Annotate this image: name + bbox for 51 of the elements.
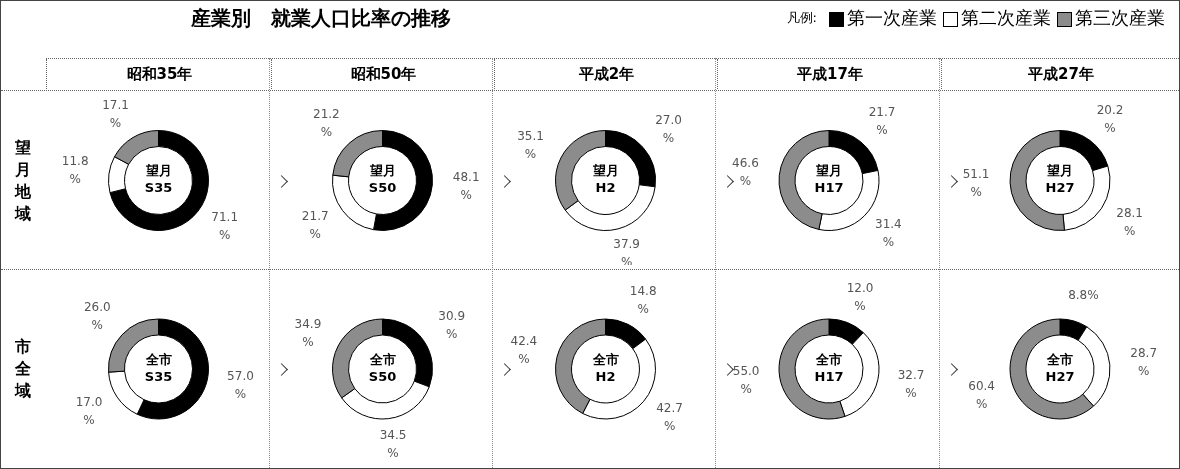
data-label: 48.1 % <box>452 170 480 203</box>
data-label: 35.1 % <box>517 129 544 162</box>
data-label: 12.0 % <box>846 281 874 314</box>
text: 望月 H17 <box>814 163 844 196</box>
text: 市全域 <box>15 336 31 402</box>
data-label: 17.1 % <box>102 98 129 131</box>
data-label: 71.1 % <box>211 210 239 243</box>
data-label: 57.0 % <box>227 368 254 401</box>
data-label: 60.4 % <box>968 379 995 412</box>
data-label: 34.5 % <box>379 427 407 460</box>
data-label: 42.4 % <box>510 334 538 367</box>
text: 望月 S35 <box>144 163 173 196</box>
text: 全市 S50 <box>368 351 397 384</box>
data-label: 28.1 % <box>1116 206 1143 239</box>
text: 産業別 就業人口比率の推移 <box>190 5 452 32</box>
text: 平成2年 <box>494 59 718 89</box>
text: 望月 H27 <box>1045 163 1075 196</box>
text: 全市 S35 <box>144 351 173 384</box>
text: 昭和35年 <box>46 59 272 89</box>
data-label: 42.7 % <box>656 401 683 434</box>
text: 望月地域 <box>15 136 31 225</box>
data-label: 28.7 % <box>1130 345 1158 378</box>
text: 凡例: <box>786 10 817 25</box>
legend-label: 第二次産業 <box>961 7 1051 28</box>
data-label: 34.9 % <box>294 317 322 350</box>
text: 昭和50年 <box>271 59 495 89</box>
data-label: 11.8 % <box>61 154 89 187</box>
text: 望月 H2 <box>591 163 619 196</box>
data-label: 32.7 % <box>897 368 925 401</box>
legend-label: 第三次産業 <box>1075 7 1165 28</box>
data-label: 26.0 % <box>83 300 111 333</box>
text: 全市 H2 <box>591 351 619 384</box>
data-label: 31.4 % <box>874 217 902 250</box>
legend-label: 第一次産業 <box>847 7 937 28</box>
data-label: 55.0 % <box>732 364 760 397</box>
text: 平成27年 <box>941 59 1180 89</box>
data-label: 27.0 % <box>655 113 682 146</box>
data-label: 46.6 % <box>732 155 759 188</box>
data-label: 17.0 % <box>75 394 103 427</box>
text: 望月 S50 <box>368 163 397 196</box>
data-label: 8.8% <box>1068 288 1099 303</box>
data-label: 20.2 % <box>1096 102 1124 135</box>
data-label: 21.2 % <box>313 107 340 140</box>
text: 全市 H17 <box>814 351 844 384</box>
text: 全市 H27 <box>1045 351 1075 384</box>
data-label: 14.8 % <box>629 284 657 317</box>
data-label: 21.7 % <box>868 104 896 137</box>
text: 平成17年 <box>717 59 942 89</box>
data-label: 30.9 % <box>438 309 466 342</box>
data-label: 51.1 % <box>962 166 990 199</box>
data-label: 21.7 % <box>301 209 329 242</box>
